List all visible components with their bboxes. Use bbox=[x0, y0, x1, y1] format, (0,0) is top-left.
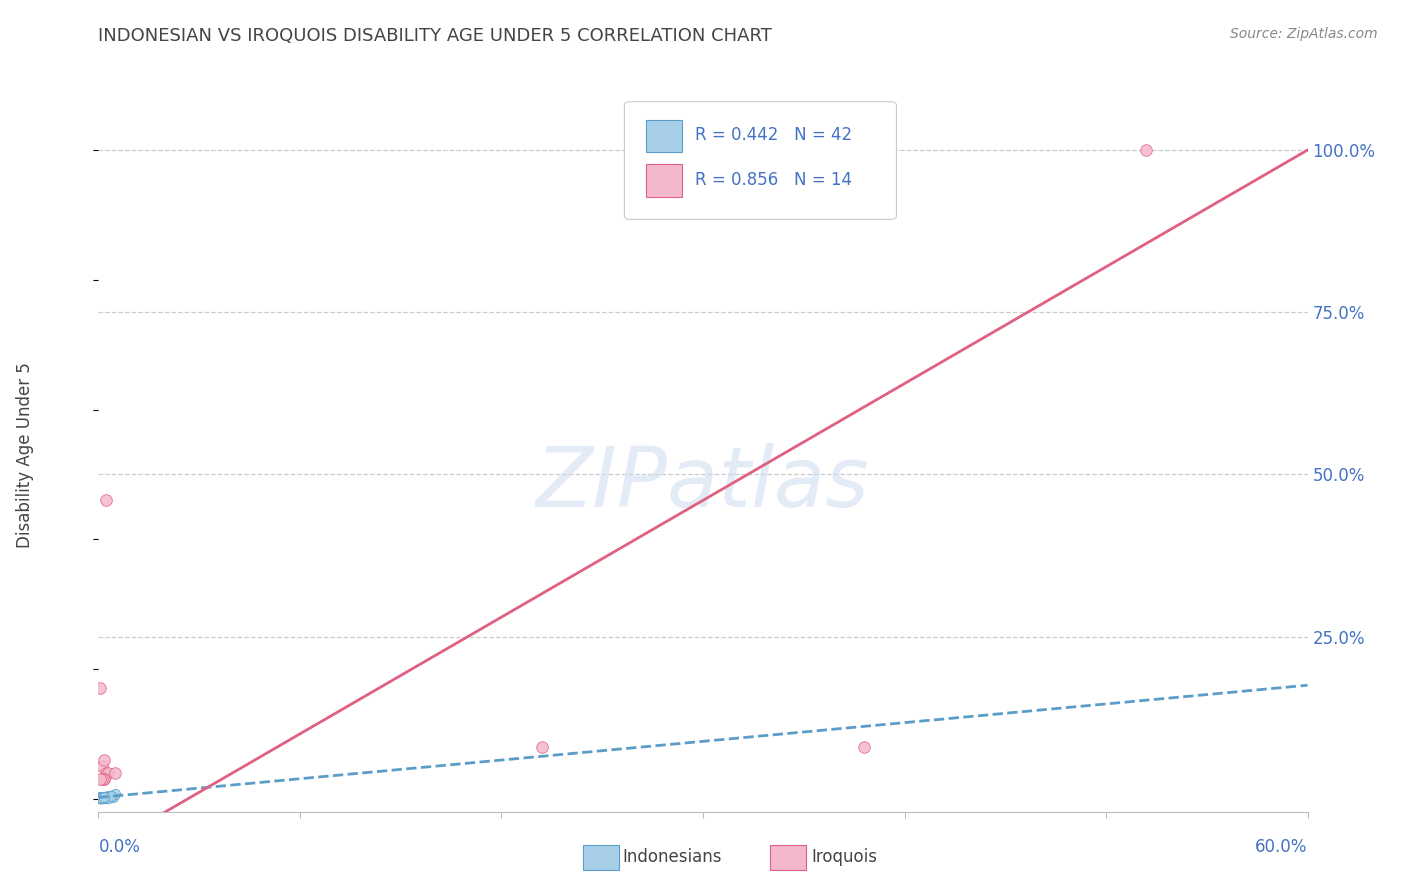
Text: ZIPatlas: ZIPatlas bbox=[536, 443, 870, 524]
Text: Iroquois: Iroquois bbox=[811, 848, 877, 866]
Point bbox=[100, 789, 122, 804]
Point bbox=[93, 789, 115, 804]
Point bbox=[89, 790, 111, 805]
Bar bbox=[647, 120, 682, 152]
Text: Source: ZipAtlas.com: Source: ZipAtlas.com bbox=[1230, 27, 1378, 41]
Point bbox=[89, 791, 111, 805]
Point bbox=[93, 772, 115, 787]
Point bbox=[89, 791, 111, 805]
Point bbox=[97, 789, 120, 804]
Point bbox=[93, 791, 115, 805]
Point bbox=[91, 791, 114, 805]
Point bbox=[89, 791, 111, 805]
Point bbox=[853, 739, 876, 754]
Point bbox=[89, 791, 111, 805]
Point bbox=[93, 791, 115, 805]
Point bbox=[91, 791, 114, 805]
Point bbox=[89, 791, 111, 805]
FancyBboxPatch shape bbox=[624, 102, 897, 219]
Text: Indonesians: Indonesians bbox=[623, 848, 723, 866]
Point bbox=[1135, 143, 1157, 157]
Point bbox=[96, 789, 118, 804]
Text: Disability Age Under 5: Disability Age Under 5 bbox=[17, 362, 34, 548]
Text: INDONESIAN VS IROQUOIS DISABILITY AGE UNDER 5 CORRELATION CHART: INDONESIAN VS IROQUOIS DISABILITY AGE UN… bbox=[98, 27, 772, 45]
Point bbox=[97, 791, 120, 805]
Point bbox=[93, 790, 115, 805]
Point bbox=[91, 791, 114, 805]
Text: 0.0%: 0.0% bbox=[98, 838, 141, 856]
Point bbox=[91, 759, 114, 773]
Point bbox=[93, 791, 115, 805]
Point bbox=[97, 765, 120, 780]
Text: R = 0.856   N = 14: R = 0.856 N = 14 bbox=[695, 171, 852, 189]
Point bbox=[91, 791, 114, 805]
Point bbox=[103, 787, 125, 801]
Point bbox=[89, 791, 111, 805]
Point bbox=[93, 753, 115, 767]
Point bbox=[89, 791, 111, 805]
Point bbox=[89, 791, 111, 805]
Point bbox=[89, 791, 111, 805]
Point bbox=[97, 790, 120, 805]
Point bbox=[96, 765, 118, 780]
Point bbox=[101, 789, 124, 804]
Point bbox=[100, 789, 122, 803]
Bar bbox=[647, 164, 682, 196]
Point bbox=[96, 791, 118, 805]
Point bbox=[89, 791, 111, 805]
Point bbox=[93, 772, 115, 787]
Point bbox=[89, 681, 111, 696]
Point bbox=[91, 791, 114, 805]
Point bbox=[96, 790, 118, 805]
Point bbox=[91, 789, 114, 804]
Point bbox=[91, 791, 114, 805]
Point bbox=[89, 791, 111, 805]
Point bbox=[530, 739, 553, 754]
Point bbox=[89, 772, 111, 787]
Point bbox=[89, 791, 111, 805]
Point bbox=[91, 772, 114, 787]
Point bbox=[89, 791, 111, 805]
Point bbox=[96, 493, 118, 508]
Point bbox=[103, 765, 125, 780]
Point bbox=[91, 791, 114, 805]
Point bbox=[93, 789, 115, 804]
Point bbox=[89, 791, 111, 805]
Text: 60.0%: 60.0% bbox=[1256, 838, 1308, 856]
Text: R = 0.442   N = 42: R = 0.442 N = 42 bbox=[695, 127, 852, 145]
Point bbox=[91, 791, 114, 805]
Point bbox=[89, 791, 111, 805]
Point bbox=[89, 791, 111, 805]
